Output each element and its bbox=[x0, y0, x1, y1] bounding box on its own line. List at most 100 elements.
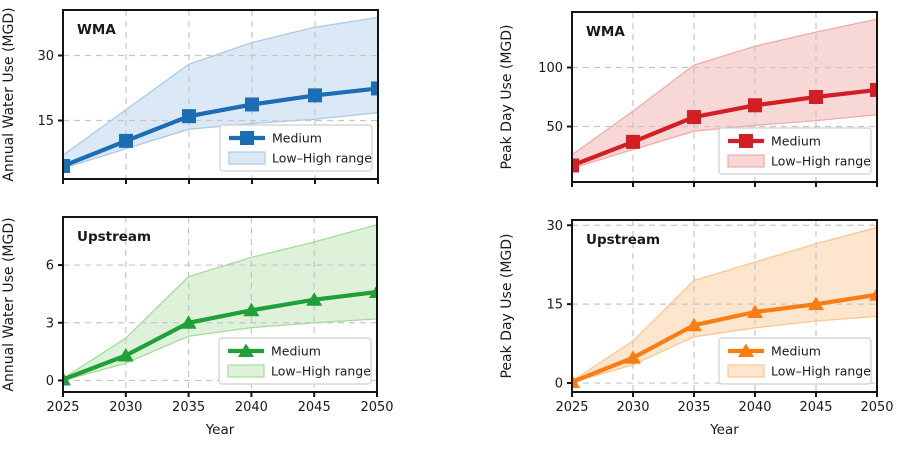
axis-ticks bbox=[58, 264, 378, 397]
x-tick-label: 2045 bbox=[799, 400, 832, 415]
y-tick-label: 30 bbox=[546, 219, 563, 234]
chart-annual-wma: 15 30 WMA Annual Water Use (MGD) Medium Low–H… bbox=[1, 7, 379, 184]
chart-peak-upstream: 0 15 30 2025 2030 2035 2040 2045 2050 Year Upstrea… bbox=[499, 219, 894, 438]
panel-title: WMA bbox=[77, 22, 116, 38]
legend-range-swatch bbox=[727, 364, 765, 378]
panel-title: Upstream bbox=[77, 229, 151, 245]
medium-line bbox=[63, 86, 378, 168]
legend-medium-marker bbox=[238, 343, 254, 357]
y-tick-label: 0 bbox=[46, 374, 54, 389]
x-tick-label: 2040 bbox=[235, 400, 268, 415]
band-high-edge bbox=[572, 18, 877, 156]
data-point-marker bbox=[63, 159, 70, 173]
legend-label-medium: Medium bbox=[771, 344, 821, 359]
data-point-marker bbox=[625, 350, 641, 364]
gridlines bbox=[572, 12, 877, 182]
data-point-marker bbox=[747, 304, 763, 319]
legend-label-medium: Medium bbox=[271, 344, 321, 359]
data-point-marker bbox=[748, 98, 762, 113]
x-tick-label: 2035 bbox=[172, 400, 205, 415]
band-low-edge bbox=[572, 315, 877, 384]
series-medium bbox=[572, 287, 877, 389]
x-axis-label: Year bbox=[709, 422, 739, 438]
legend-label-range: Low–High range bbox=[271, 364, 371, 379]
data-point-marker bbox=[809, 90, 823, 104]
y-axis-label: Peak Day Use (MGD) bbox=[499, 24, 515, 169]
series-medium bbox=[572, 82, 877, 173]
legend-range-swatch bbox=[727, 154, 765, 168]
medium-line bbox=[572, 87, 877, 168]
band-fill bbox=[63, 224, 377, 381]
plot-frame bbox=[571, 219, 878, 393]
data-point-marker bbox=[869, 287, 877, 301]
plot-frame bbox=[62, 9, 379, 180]
data-point-marker bbox=[306, 292, 323, 306]
legend: Medium Low–High range bbox=[718, 127, 872, 175]
axis-ticks bbox=[567, 224, 878, 397]
data-point-marker bbox=[180, 315, 197, 329]
y-tick-label: 6 bbox=[46, 259, 54, 274]
band-fill bbox=[572, 227, 877, 383]
data-point-marker bbox=[119, 133, 133, 148]
legend-range-swatch bbox=[227, 364, 265, 378]
band-low-edge bbox=[63, 318, 377, 382]
chart-peak-wma: 50 100 WMA Peak Day Use (MGD) Medium Low–High… bbox=[499, 11, 878, 187]
data-point-marker bbox=[245, 97, 259, 112]
x-tick-label: 2040 bbox=[738, 400, 771, 415]
band-high-edge bbox=[572, 226, 877, 382]
legend-label-range: Low–High range bbox=[771, 364, 871, 379]
legend-range-swatch bbox=[228, 151, 266, 165]
data-point-marker bbox=[686, 317, 702, 332]
gridlines bbox=[63, 10, 378, 179]
chart-annual-upstream: 0 3 6 2025 2030 2035 2040 2045 2050 Year Upstream A… bbox=[1, 216, 394, 438]
data-point-marker bbox=[243, 302, 260, 317]
axis-ticks bbox=[58, 54, 379, 184]
band-high-edge bbox=[63, 16, 378, 156]
x-axis-label: Year bbox=[205, 422, 235, 438]
legend-label-range: Low–High range bbox=[771, 154, 871, 169]
legend-medium-marker bbox=[738, 343, 754, 357]
data-point-marker bbox=[182, 109, 196, 124]
legend: Medium Low–High range bbox=[219, 124, 373, 172]
legend-label-range: Low–High range bbox=[272, 151, 372, 166]
data-point-marker bbox=[371, 81, 378, 96]
data-point-marker bbox=[572, 158, 579, 173]
plot-frame bbox=[571, 11, 878, 183]
data-point-marker bbox=[117, 347, 134, 362]
panel-title: WMA bbox=[586, 24, 625, 40]
panel-title: Upstream bbox=[586, 232, 660, 248]
y-axis-label: Peak Day Use (MGD) bbox=[499, 233, 515, 378]
data-point-marker bbox=[687, 110, 701, 125]
y-tick-label: 15 bbox=[37, 114, 54, 129]
x-tick-label: 2030 bbox=[616, 400, 649, 415]
y-tick-label: 50 bbox=[546, 120, 563, 135]
legend-label-medium: Medium bbox=[771, 134, 821, 149]
legend-label-medium: Medium bbox=[272, 131, 322, 146]
series-medium bbox=[63, 81, 378, 173]
x-tick-label: 2050 bbox=[860, 400, 893, 415]
y-tick-label: 100 bbox=[538, 61, 563, 76]
x-tick-label: 2025 bbox=[46, 400, 79, 415]
band-fill bbox=[572, 19, 877, 169]
legend: Medium Low–High range bbox=[718, 337, 872, 385]
range-band bbox=[63, 224, 377, 382]
x-tick-label: 2035 bbox=[677, 400, 710, 415]
band-high-edge bbox=[63, 224, 377, 380]
y-axis-label: Annual Water Use (MGD) bbox=[1, 7, 17, 181]
axis-ticks bbox=[567, 66, 878, 187]
y-axis-label: Annual Water Use (MGD) bbox=[1, 217, 17, 391]
data-point-marker bbox=[63, 372, 71, 386]
legend-medium-marker bbox=[739, 134, 753, 148]
series-medium bbox=[63, 284, 377, 386]
data-point-marker bbox=[308, 88, 322, 103]
x-tick-label: 2030 bbox=[109, 400, 142, 415]
y-tick-label: 3 bbox=[46, 316, 54, 331]
legend: Medium Low–High range bbox=[218, 337, 372, 385]
range-band bbox=[572, 226, 877, 384]
y-tick-label: 0 bbox=[555, 377, 563, 392]
data-point-marker bbox=[369, 284, 377, 298]
plot-frame bbox=[62, 216, 378, 393]
medium-line bbox=[63, 289, 377, 382]
data-point-marker bbox=[870, 82, 877, 97]
legend-medium-marker bbox=[240, 131, 254, 145]
